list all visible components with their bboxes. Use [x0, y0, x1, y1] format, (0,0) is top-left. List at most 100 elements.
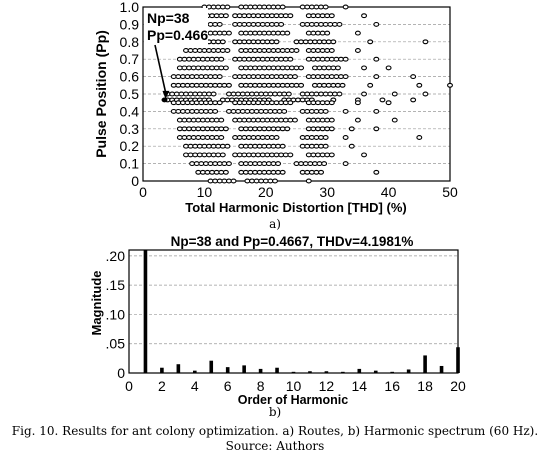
harmonic-bar — [456, 347, 460, 373]
route-point — [287, 13, 294, 19]
route-point — [212, 108, 219, 114]
route-point — [298, 65, 305, 71]
y-tick-label: 0.1 — [120, 156, 140, 172]
route-point — [410, 97, 417, 103]
x-tick-label: 8 — [257, 378, 265, 394]
route-point — [342, 135, 349, 140]
figure-source: Source: Authors — [225, 439, 325, 453]
annotation-pp: Pp=0.466 — [147, 27, 208, 43]
route-point — [354, 100, 361, 106]
spectrum-bars — [143, 250, 460, 373]
route-point — [328, 48, 335, 53]
route-point — [216, 74, 223, 80]
y-tick-label: 0.5 — [120, 86, 140, 102]
harmonic-spectrum-chart: Np=38 and Pp=0.4667, THDv=4.1981% 0 .05 .1… — [89, 234, 466, 419]
y-tick-label: .15 — [106, 277, 126, 293]
route-point — [275, 161, 282, 167]
route-point — [391, 117, 398, 123]
harmonic-bar — [324, 371, 329, 373]
spectrum-x-ticks: 0 2 4 6 8 10 12 14 16 18 20 — [125, 378, 466, 394]
route-point — [321, 161, 328, 167]
route-point — [373, 108, 380, 114]
annotation-np: Np=38 — [147, 10, 190, 26]
x-tick-label: 0 — [139, 184, 147, 200]
route-point — [373, 126, 380, 132]
route-point — [287, 100, 294, 106]
route-point — [416, 82, 423, 88]
route-point — [287, 56, 294, 62]
route-point — [367, 82, 374, 88]
route-point — [322, 108, 329, 114]
y-tick-label: 1.0 — [120, 0, 140, 15]
optimum-annotation: Np=38 Pp=0.466 — [144, 8, 208, 103]
route-point — [216, 21, 223, 27]
annotation-background — [144, 8, 208, 46]
route-point — [361, 65, 367, 71]
route-point — [219, 39, 226, 45]
route-point — [218, 135, 225, 140]
route-point — [224, 48, 231, 53]
route-point — [216, 100, 223, 106]
route-point — [410, 74, 417, 80]
route-point — [379, 97, 386, 103]
route-point — [354, 48, 361, 53]
route-point — [285, 91, 292, 97]
route-point — [273, 135, 280, 140]
route-point — [222, 126, 229, 132]
route-point — [334, 65, 341, 71]
harmonic-bar — [225, 367, 230, 373]
x-tick-label: 20 — [450, 378, 466, 394]
route-point — [272, 178, 278, 184]
x-tick-label: 50 — [442, 184, 458, 200]
x-tick-label: 4 — [191, 378, 199, 394]
spectrum-x-axis-label: Order of Harmonic — [238, 393, 348, 407]
harmonic-bar — [390, 371, 394, 373]
x-tick-label: 40 — [381, 184, 397, 200]
route-point — [342, 56, 349, 62]
route-point — [218, 117, 225, 123]
figure-caption: Fig. 10. Results for ant colony optimiza… — [11, 424, 539, 438]
route-point — [279, 143, 286, 149]
route-point — [318, 169, 325, 175]
route-point — [226, 161, 232, 167]
route-point — [361, 152, 367, 158]
route-point — [385, 65, 392, 71]
route-point — [218, 56, 225, 62]
spectrum-title: Np=38 and Pp=0.4667, THDv=4.1981% — [171, 234, 414, 249]
spectrum-sub-label: b) — [269, 405, 281, 419]
harmonic-bar — [439, 365, 444, 373]
y-tick-label: .10 — [106, 306, 126, 322]
route-point — [367, 39, 374, 45]
route-point — [222, 169, 229, 175]
route-point — [226, 82, 232, 88]
scatter-y-ticks: 00.1 0.20.3 0.40.50.6 0.70.8 0.91.0 — [120, 0, 140, 189]
route-point — [273, 39, 280, 45]
route-point — [416, 135, 423, 140]
route-point — [293, 48, 300, 53]
route-point — [328, 126, 335, 132]
route-point — [322, 4, 329, 10]
route-point — [210, 91, 217, 97]
route-point — [348, 143, 355, 149]
annotation-arrow — [154, 44, 167, 93]
route-point — [328, 152, 335, 158]
route-point — [348, 126, 355, 132]
harmonic-bar — [373, 370, 378, 373]
route-point — [322, 135, 329, 140]
route-point — [284, 126, 291, 132]
harmonic-bar — [308, 371, 312, 373]
harmonic-bar — [143, 250, 148, 373]
scatter-x-axis-label: Total Harmonic Distortion [THD] (%) — [185, 200, 406, 215]
y-tick-label: .05 — [106, 336, 126, 352]
route-point — [342, 74, 349, 80]
y-tick-label: 0 — [131, 173, 139, 189]
route-point — [287, 152, 294, 158]
y-tick-label: 0.8 — [120, 34, 140, 50]
route-point — [279, 169, 286, 175]
x-tick-label: 0 — [125, 378, 133, 394]
route-point — [373, 21, 380, 27]
route-point — [361, 91, 367, 97]
annotation-arrowhead — [162, 90, 170, 99]
y-tick-label: 0.4 — [120, 103, 140, 119]
route-point — [361, 13, 367, 19]
